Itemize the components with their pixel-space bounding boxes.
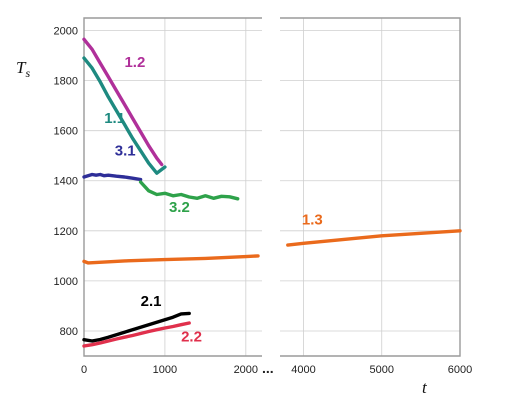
y-tick-label: 1800 [54, 76, 78, 88]
x-tick-label: 5000 [369, 364, 393, 376]
series-lines [82, 37, 462, 348]
series-line-1-1 [82, 56, 167, 175]
x-tick-label: 4000 [291, 364, 315, 376]
x-tick-label: 2000 [234, 364, 258, 376]
y-tick-label: 1600 [54, 126, 78, 138]
series-line-3-2 [138, 180, 240, 201]
plot-frame-right [280, 17, 461, 357]
series-label-1-2: 1.2 [124, 54, 145, 71]
series-label-2-1: 2.1 [141, 293, 162, 310]
axis-break-marker: ... [262, 360, 274, 376]
series-label-2-2: 2.2 [181, 329, 202, 346]
y-tick-label: 1000 [54, 276, 78, 288]
series-line-3-1 [82, 172, 143, 182]
series-line-1-2 [82, 37, 164, 167]
x-tick-label: 0 [81, 364, 87, 376]
series-label-3-2: 3.2 [169, 199, 190, 216]
y-axis-label: Ts [16, 58, 30, 80]
x-axis-label: t [422, 378, 428, 397]
series-label-1-1: 1.1 [104, 110, 125, 127]
series-label-3-1: 3.1 [115, 143, 136, 160]
series-label-1-3: 1.3 [302, 212, 323, 229]
series-line-2-2 [82, 321, 191, 348]
tick-labels: 800 1000 1200 1400 1600 1800 2000 0 1000 2000 4000… [54, 26, 473, 376]
y-axis-label-subscript: s [25, 66, 30, 80]
series-line-1-3 [286, 229, 462, 247]
grid [83, 18, 461, 356]
plot-frame-left [83, 17, 262, 357]
series-line-1-3 [82, 254, 260, 265]
series-line-2-1 [82, 311, 191, 343]
y-tick-label: 1400 [54, 176, 78, 188]
y-tick-label: 2000 [54, 26, 78, 38]
y-tick-label: 1200 [54, 226, 78, 238]
series-labels: 1.2 1.1 3.1 3.2 1.3 2.1 2.2 [104, 54, 323, 346]
x-tick-label: 6000 [448, 364, 472, 376]
y-tick-label: 800 [60, 326, 78, 338]
plot-frame [83, 17, 461, 357]
x-tick-label: 1000 [153, 364, 177, 376]
